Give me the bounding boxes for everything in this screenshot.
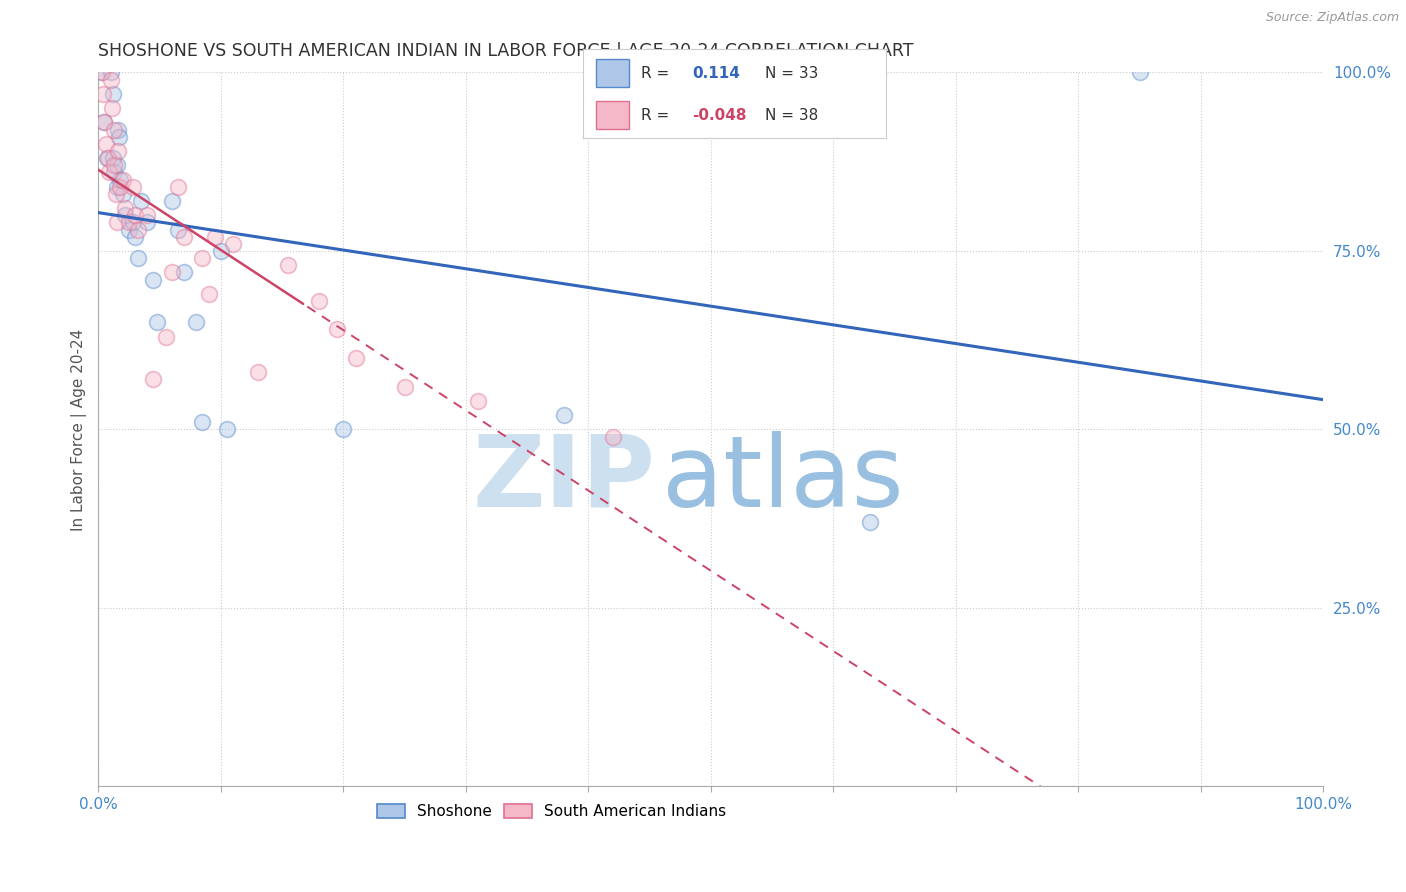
Legend: Shoshone, South American Indians: Shoshone, South American Indians — [371, 797, 733, 825]
Point — [191, 251, 214, 265]
Point — [246, 365, 269, 379]
Point — [97, 151, 120, 165]
Point — [118, 222, 141, 236]
Point — [215, 422, 238, 436]
Point — [602, 429, 624, 443]
Point — [326, 322, 349, 336]
Point — [121, 215, 143, 229]
Point — [277, 258, 299, 272]
Point — [127, 251, 149, 265]
Point — [204, 229, 226, 244]
Point — [100, 65, 122, 79]
Point — [121, 179, 143, 194]
Y-axis label: In Labor Force | Age 20-24: In Labor Force | Age 20-24 — [72, 328, 87, 531]
Point — [197, 286, 219, 301]
Point — [100, 72, 122, 87]
Point — [98, 165, 121, 179]
Point — [114, 201, 136, 215]
Point — [104, 186, 127, 201]
Point — [105, 215, 128, 229]
Point — [160, 194, 183, 208]
Point — [344, 351, 367, 365]
Point — [167, 179, 190, 194]
Point — [107, 144, 129, 158]
Point — [160, 265, 183, 279]
Text: N = 33: N = 33 — [765, 66, 818, 80]
Point — [91, 65, 114, 79]
Point — [105, 158, 128, 172]
Point — [136, 208, 159, 222]
Point — [146, 315, 169, 329]
Point — [136, 215, 159, 229]
Point — [91, 65, 114, 79]
Point — [394, 379, 416, 393]
Point — [111, 186, 134, 201]
Point — [1128, 65, 1150, 79]
Text: SHOSHONE VS SOUTH AMERICAN INDIAN IN LABOR FORCE | AGE 20-24 CORRELATION CHART: SHOSHONE VS SOUTH AMERICAN INDIAN IN LAB… — [98, 42, 914, 60]
Point — [553, 408, 575, 422]
Point — [96, 151, 118, 165]
Point — [103, 122, 125, 136]
Point — [93, 115, 115, 129]
FancyBboxPatch shape — [596, 101, 628, 129]
Point — [124, 208, 146, 222]
Point — [173, 229, 195, 244]
Point — [103, 165, 125, 179]
Point — [859, 516, 882, 530]
Text: N = 38: N = 38 — [765, 108, 818, 122]
Point — [173, 265, 195, 279]
Point — [91, 87, 114, 101]
Point — [101, 151, 124, 165]
Point — [118, 215, 141, 229]
Point — [142, 272, 165, 286]
Point — [308, 293, 330, 308]
Point — [103, 158, 125, 172]
Text: -0.048: -0.048 — [692, 108, 747, 122]
Text: R =: R = — [641, 66, 669, 80]
Text: ZIP: ZIP — [472, 431, 655, 528]
Point — [191, 415, 214, 429]
Point — [111, 172, 134, 186]
Point — [209, 244, 232, 258]
Point — [124, 229, 146, 244]
FancyBboxPatch shape — [596, 59, 628, 87]
Point — [167, 222, 190, 236]
Point — [332, 422, 354, 436]
Text: 0.114: 0.114 — [692, 66, 740, 80]
Point — [110, 179, 132, 194]
Text: R =: R = — [641, 108, 669, 122]
Point — [105, 179, 128, 194]
Point — [186, 315, 208, 329]
Point — [107, 122, 129, 136]
Point — [108, 129, 131, 144]
Text: atlas: atlas — [662, 431, 904, 528]
Text: Source: ZipAtlas.com: Source: ZipAtlas.com — [1265, 11, 1399, 24]
Point — [467, 393, 489, 408]
Point — [94, 136, 117, 151]
Point — [110, 172, 132, 186]
Point — [222, 236, 245, 251]
Point — [114, 208, 136, 222]
Point — [142, 372, 165, 386]
Point — [101, 101, 124, 115]
Point — [129, 194, 152, 208]
Point — [93, 115, 115, 129]
Point — [101, 87, 124, 101]
Point — [127, 222, 149, 236]
Point — [155, 329, 177, 343]
